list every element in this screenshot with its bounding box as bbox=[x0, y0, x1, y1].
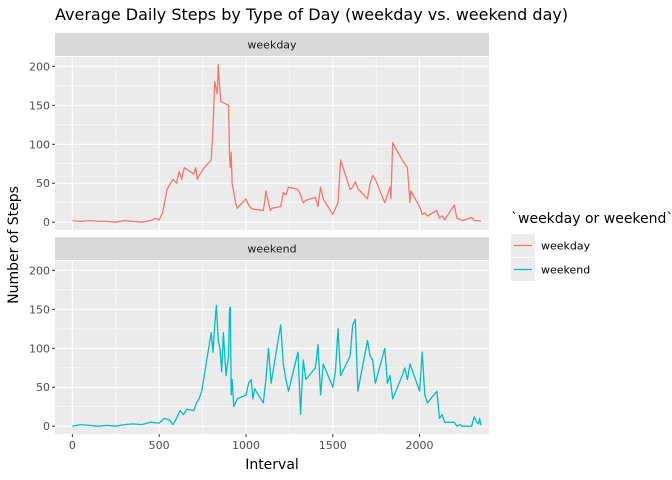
strip-label-weekday: weekday bbox=[247, 39, 297, 52]
plot-panel-weekend bbox=[55, 261, 489, 434]
y-tick-label: 0 bbox=[43, 420, 50, 433]
x-axis: 0 500 1000 1500 2000 bbox=[69, 434, 434, 452]
plot-panel-weekday bbox=[55, 57, 489, 230]
y-tick-label: 50 bbox=[36, 381, 50, 394]
legend-label-weekday: weekday bbox=[541, 240, 591, 253]
gridlines-weekday bbox=[55, 57, 489, 230]
y-tick-label: 0 bbox=[43, 216, 50, 229]
legend-label-weekend: weekend bbox=[541, 264, 590, 277]
legend-item-weekday: weekday bbox=[511, 234, 591, 257]
y-tick-label: 50 bbox=[36, 177, 50, 190]
strip-weekend bbox=[55, 237, 489, 260]
gridlines-weekend bbox=[55, 261, 489, 434]
chart-title: Average Daily Steps by Type of Day (week… bbox=[55, 5, 568, 24]
legend-title: `weekday or weekend` bbox=[511, 211, 672, 227]
facet-panel-weekend: weekend 0 50 100 150 200 bbox=[29, 237, 489, 434]
series-line-weekday bbox=[72, 64, 482, 223]
legend-item-weekend: weekend bbox=[511, 258, 590, 281]
y-tick-label: 200 bbox=[29, 60, 50, 73]
y-axis-title: Number of Steps bbox=[6, 186, 22, 304]
y-tick-label: 150 bbox=[29, 99, 50, 112]
series-line-weekend bbox=[72, 304, 482, 427]
y-axis-weekend: 0 50 100 150 200 bbox=[29, 264, 55, 433]
strip-weekday bbox=[55, 33, 489, 56]
y-tick-label: 100 bbox=[29, 342, 50, 355]
y-tick-label: 200 bbox=[29, 264, 50, 277]
strip-label-weekend: weekend bbox=[247, 243, 296, 256]
x-tick-label: 1500 bbox=[319, 439, 347, 452]
y-tick-label: 100 bbox=[29, 138, 50, 151]
x-tick-label: 2000 bbox=[406, 439, 434, 452]
x-tick-label: 0 bbox=[69, 439, 76, 452]
legend: `weekday or weekend` weekday weekend bbox=[511, 211, 672, 281]
x-tick-label: 1000 bbox=[232, 439, 260, 452]
facet-panel-weekday: weekday 0 50 100 150 200 bbox=[29, 33, 489, 230]
x-axis-title: Interval bbox=[245, 457, 299, 473]
y-axis-weekday: 0 50 100 150 200 bbox=[29, 60, 55, 229]
x-tick-label: 500 bbox=[149, 439, 170, 452]
y-tick-label: 150 bbox=[29, 303, 50, 316]
